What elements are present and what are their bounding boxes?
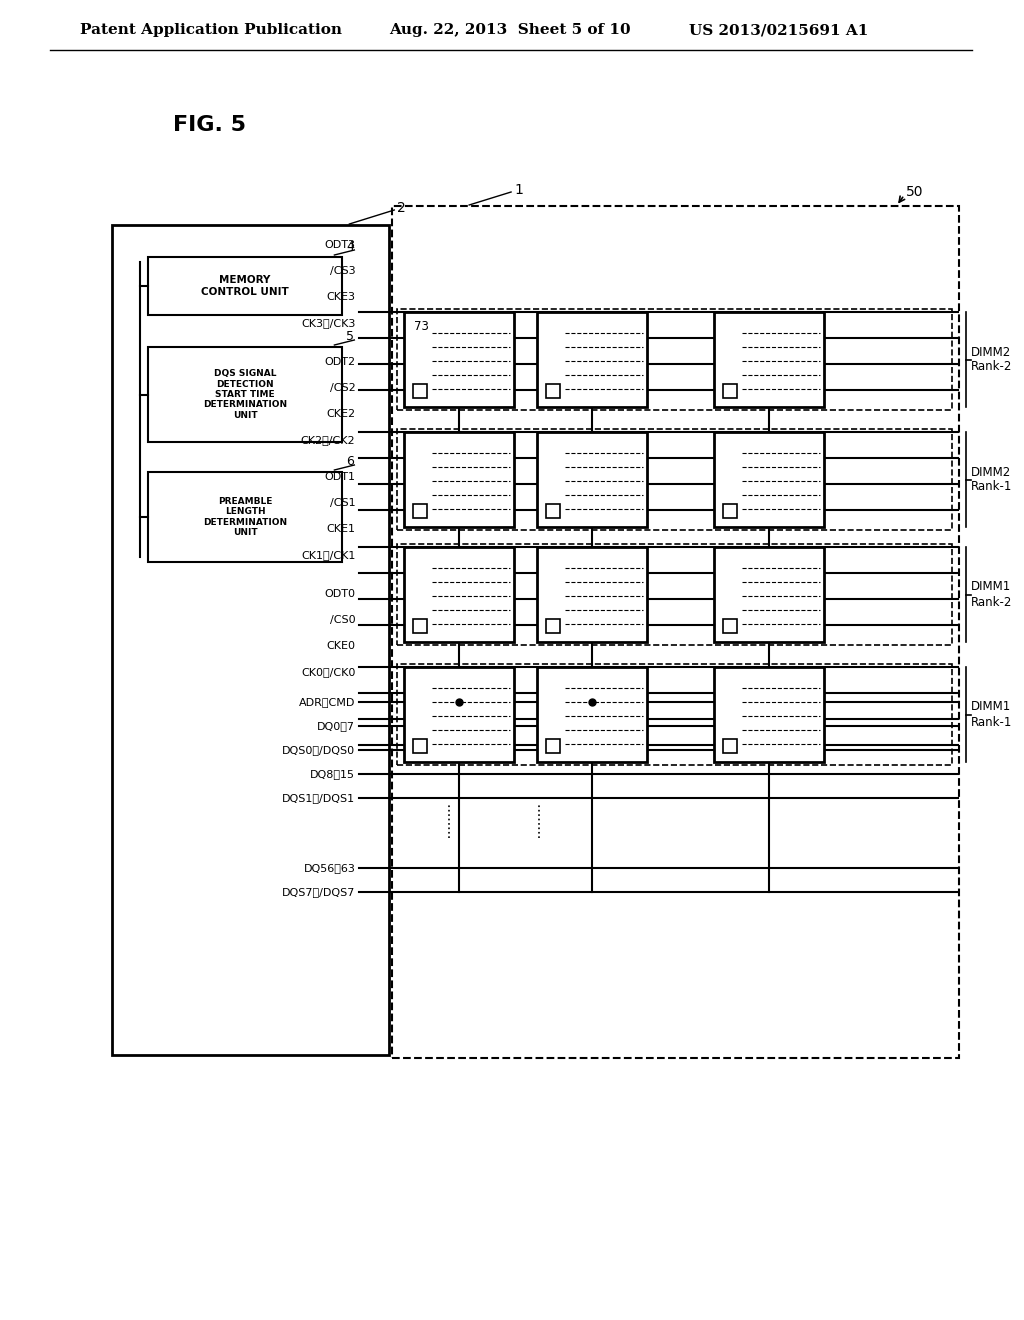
Bar xyxy=(397,309,952,411)
Bar xyxy=(414,504,427,517)
Text: 50: 50 xyxy=(906,185,924,199)
Text: /CS1: /CS1 xyxy=(330,498,355,508)
Text: 73: 73 xyxy=(415,319,429,333)
Text: 4: 4 xyxy=(346,240,354,253)
Bar xyxy=(112,224,389,1055)
Bar xyxy=(723,384,736,399)
Bar xyxy=(546,384,560,399)
Text: DQ0～7: DQ0～7 xyxy=(317,721,355,731)
Text: DQS SIGNAL
DETECTION
START TIME
DETERMINATION
UNIT: DQS SIGNAL DETECTION START TIME DETERMIN… xyxy=(203,370,287,420)
Text: ODT1: ODT1 xyxy=(325,473,355,482)
Text: /CS2: /CS2 xyxy=(330,383,355,393)
Text: /CS0: /CS0 xyxy=(330,615,355,624)
Text: ODT3: ODT3 xyxy=(325,240,355,249)
Text: DIMM1
Rank-1: DIMM1 Rank-1 xyxy=(971,701,1013,729)
Text: DIMM1
Rank-2: DIMM1 Rank-2 xyxy=(971,581,1013,609)
Bar xyxy=(397,544,952,645)
Text: DQS1、/DQS1: DQS1、/DQS1 xyxy=(283,793,355,803)
Bar xyxy=(546,619,560,634)
Text: 6: 6 xyxy=(346,455,354,469)
Bar xyxy=(723,739,736,752)
Text: DQS0、/DQS0: DQS0、/DQS0 xyxy=(283,744,355,755)
Text: ODT2: ODT2 xyxy=(325,356,355,367)
Bar xyxy=(537,312,647,407)
Text: FIG. 5: FIG. 5 xyxy=(173,115,246,135)
Text: CK2、/CK2: CK2、/CK2 xyxy=(301,436,355,445)
Bar xyxy=(404,312,514,407)
Bar xyxy=(537,546,647,642)
Bar xyxy=(546,739,560,752)
Bar xyxy=(147,347,342,442)
Bar xyxy=(404,546,514,642)
Text: /CS3: /CS3 xyxy=(330,267,355,276)
Bar xyxy=(723,619,736,634)
Text: ADR、CMD: ADR、CMD xyxy=(299,697,355,708)
Text: CKE2: CKE2 xyxy=(327,409,355,418)
Bar xyxy=(723,504,736,517)
Bar xyxy=(537,667,647,762)
Text: 5: 5 xyxy=(346,330,354,343)
Text: ODT0: ODT0 xyxy=(325,589,355,599)
Text: DQ56～63: DQ56～63 xyxy=(303,863,355,873)
Bar xyxy=(392,206,959,1059)
Bar xyxy=(414,739,427,752)
Text: CKE1: CKE1 xyxy=(327,524,355,535)
Bar xyxy=(397,429,952,531)
Bar xyxy=(414,619,427,634)
Text: CK0、/CK0: CK0、/CK0 xyxy=(301,667,355,677)
Text: 1: 1 xyxy=(514,183,523,197)
Text: CKE3: CKE3 xyxy=(327,292,355,302)
Bar xyxy=(714,546,823,642)
Text: CKE0: CKE0 xyxy=(327,642,355,651)
Text: PREAMBLE
LENGTH
DETERMINATION
UNIT: PREAMBLE LENGTH DETERMINATION UNIT xyxy=(203,496,287,537)
Text: US 2013/0215691 A1: US 2013/0215691 A1 xyxy=(689,22,868,37)
Text: 2: 2 xyxy=(397,201,407,215)
Bar xyxy=(714,667,823,762)
Text: DQS7、/DQS7: DQS7、/DQS7 xyxy=(282,887,355,898)
Bar xyxy=(714,432,823,527)
Text: MEMORY
CONTROL UNIT: MEMORY CONTROL UNIT xyxy=(201,275,289,297)
Text: DIMM2
Rank-1: DIMM2 Rank-1 xyxy=(971,466,1013,494)
Text: CK3、/CK3: CK3、/CK3 xyxy=(301,318,355,327)
Text: DQ8～15: DQ8～15 xyxy=(310,770,355,779)
Bar xyxy=(537,432,647,527)
Bar xyxy=(404,432,514,527)
Bar xyxy=(147,257,342,315)
Bar xyxy=(404,667,514,762)
Bar xyxy=(397,664,952,766)
Text: CK1、/CK1: CK1、/CK1 xyxy=(301,550,355,560)
Text: Aug. 22, 2013  Sheet 5 of 10: Aug. 22, 2013 Sheet 5 of 10 xyxy=(389,22,631,37)
Bar xyxy=(546,504,560,517)
Text: Patent Application Publication: Patent Application Publication xyxy=(80,22,342,37)
Bar xyxy=(147,473,342,562)
Text: DIMM2
Rank-2: DIMM2 Rank-2 xyxy=(971,346,1013,374)
Bar xyxy=(714,312,823,407)
Bar xyxy=(414,384,427,399)
